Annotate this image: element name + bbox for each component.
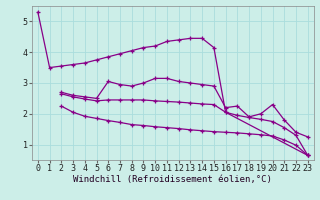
X-axis label: Windchill (Refroidissement éolien,°C): Windchill (Refroidissement éolien,°C) [73,175,272,184]
